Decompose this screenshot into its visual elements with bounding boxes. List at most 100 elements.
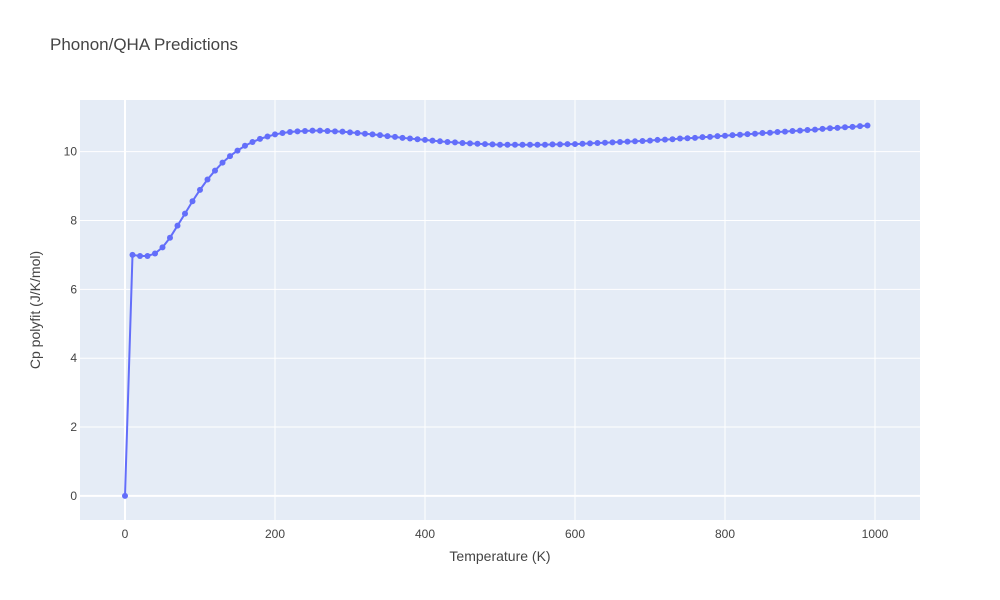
data-point[interactable] — [302, 127, 308, 134]
data-point[interactable] — [692, 134, 698, 141]
data-point[interactable] — [707, 133, 713, 140]
data-point[interactable] — [189, 198, 196, 205]
data-point[interactable] — [632, 138, 638, 145]
data-point[interactable] — [144, 252, 151, 259]
data-point[interactable] — [662, 136, 668, 143]
data-point[interactable] — [174, 222, 181, 229]
data-point[interactable] — [287, 129, 293, 136]
data-point[interactable] — [489, 141, 496, 148]
data-point[interactable] — [534, 141, 541, 148]
data-point[interactable] — [407, 135, 413, 142]
data-point[interactable] — [617, 139, 623, 145]
data-point[interactable] — [204, 176, 211, 183]
data-point[interactable] — [467, 140, 473, 147]
data-point[interactable] — [812, 126, 818, 133]
data-point[interactable] — [129, 251, 136, 258]
data-point[interactable] — [474, 140, 481, 147]
data-point[interactable] — [437, 138, 443, 145]
data-point[interactable] — [827, 125, 833, 132]
data-point[interactable] — [212, 167, 218, 174]
data-point[interactable] — [714, 133, 721, 140]
data-point[interactable] — [677, 135, 683, 142]
data-point[interactable] — [527, 141, 533, 148]
data-point[interactable] — [324, 127, 331, 134]
data-point[interactable] — [399, 134, 406, 141]
data-point[interactable] — [857, 123, 863, 130]
data-point[interactable] — [339, 128, 346, 135]
data-point[interactable] — [444, 139, 451, 145]
data-point[interactable] — [242, 142, 248, 149]
data-point[interactable] — [782, 128, 788, 135]
data-point[interactable] — [317, 127, 323, 134]
data-point[interactable] — [639, 137, 646, 144]
data-point[interactable] — [452, 139, 458, 146]
data-point[interactable] — [422, 136, 428, 143]
data-point[interactable] — [609, 139, 616, 146]
data-point[interactable] — [684, 135, 691, 142]
data-point[interactable] — [152, 250, 158, 257]
data-point[interactable] — [234, 147, 241, 154]
data-point[interactable] — [429, 137, 436, 144]
data-point[interactable] — [744, 131, 751, 138]
data-point[interactable] — [219, 159, 226, 166]
data-point[interactable] — [587, 140, 593, 147]
data-point[interactable] — [482, 141, 488, 148]
data-point[interactable] — [519, 141, 526, 148]
data-point[interactable] — [504, 141, 511, 148]
data-point[interactable] — [542, 141, 548, 148]
data-point[interactable] — [557, 141, 563, 148]
data-point[interactable] — [392, 133, 398, 140]
data-point[interactable] — [182, 210, 188, 217]
data-point[interactable] — [279, 130, 286, 137]
data-point[interactable] — [362, 130, 368, 137]
data-point[interactable] — [369, 131, 376, 138]
data-point[interactable] — [384, 133, 391, 140]
data-point[interactable] — [264, 133, 271, 140]
data-point[interactable] — [564, 141, 571, 148]
data-point[interactable] — [159, 244, 166, 251]
data-point[interactable] — [774, 129, 781, 136]
data-point[interactable] — [332, 128, 338, 135]
data-point[interactable] — [309, 127, 316, 134]
data-point[interactable] — [414, 136, 421, 143]
data-point[interactable] — [549, 141, 556, 148]
data-point[interactable] — [377, 132, 383, 139]
data-point[interactable] — [497, 141, 503, 148]
data-point[interactable] — [669, 136, 676, 143]
data-point[interactable] — [797, 127, 803, 134]
data-point[interactable] — [647, 137, 653, 144]
data-point[interactable] — [767, 129, 773, 136]
data-point[interactable] — [849, 123, 856, 130]
data-point[interactable] — [729, 132, 736, 139]
data-point[interactable] — [804, 126, 811, 133]
data-point[interactable] — [257, 135, 263, 142]
data-point[interactable] — [737, 131, 743, 138]
data-point[interactable] — [842, 124, 848, 131]
data-point[interactable] — [512, 141, 518, 148]
data-point[interactable] — [699, 134, 706, 141]
data-point[interactable] — [624, 138, 631, 145]
data-point[interactable] — [864, 122, 871, 129]
data-point[interactable] — [602, 139, 608, 146]
data-point[interactable] — [347, 129, 353, 136]
data-point[interactable] — [272, 131, 278, 138]
data-point[interactable] — [654, 136, 661, 143]
data-point[interactable] — [167, 234, 173, 241]
data-point[interactable] — [789, 127, 796, 134]
data-point[interactable] — [594, 140, 601, 147]
data-point[interactable] — [197, 186, 203, 193]
data-point[interactable] — [572, 141, 578, 148]
data-point[interactable] — [752, 130, 758, 137]
data-point[interactable] — [834, 124, 841, 131]
data-point[interactable] — [294, 128, 301, 135]
data-point[interactable] — [459, 140, 466, 147]
data-point[interactable] — [122, 492, 128, 499]
data-point[interactable] — [137, 252, 143, 259]
data-point[interactable] — [722, 132, 728, 139]
data-point[interactable] — [227, 153, 233, 160]
data-point[interactable] — [249, 139, 256, 145]
data-point[interactable] — [579, 140, 586, 147]
data-point[interactable] — [759, 130, 766, 137]
data-point[interactable] — [819, 125, 826, 132]
data-point[interactable] — [354, 130, 361, 137]
